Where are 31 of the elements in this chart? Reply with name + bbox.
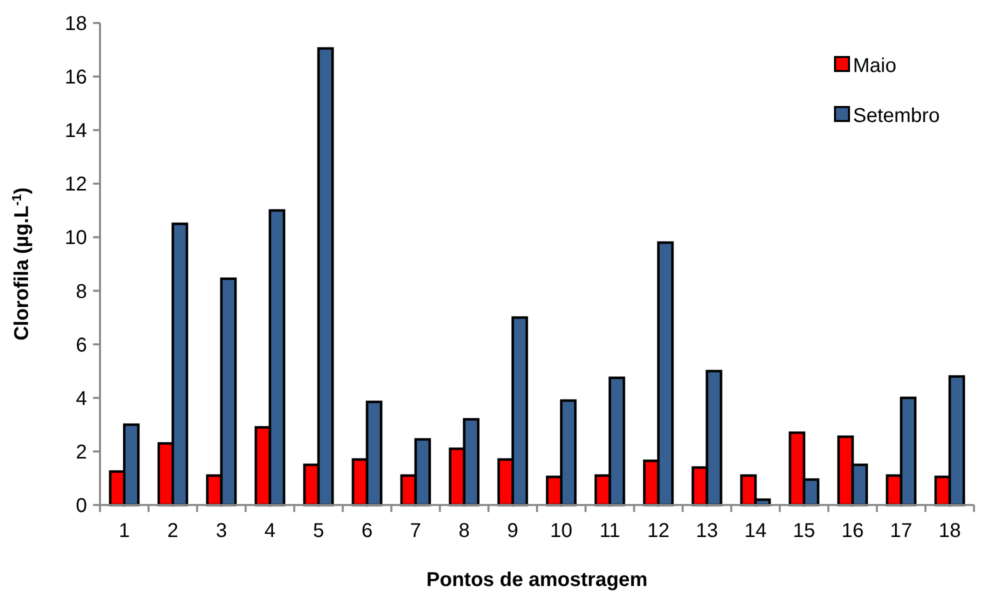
x-tick-label: 15 [792,520,816,542]
x-tick-label: 13 [696,520,718,542]
y-tick-label: 14 [64,120,87,142]
x-tick-label: 11 [599,520,620,542]
x-tick-label: 1 [118,520,130,542]
x-axis-title: Pontos de amostragem [426,569,648,591]
x-tick-label: 9 [507,520,518,542]
y-tick-label: 8 [76,280,87,303]
y-tick-label: 2 [76,441,87,464]
legend-label: Setembro [853,105,940,127]
y-tick-label: 12 [64,174,87,196]
x-tick-label: 4 [264,520,276,542]
x-tick-label: 10 [550,520,572,542]
y-tick-label: 6 [76,334,87,356]
y-tick-label: 10 [64,227,87,250]
y-tick-label: 4 [76,388,87,410]
x-tick-label: 18 [938,520,961,542]
x-tick-label: 17 [890,520,912,542]
x-tick-label: 3 [216,520,227,542]
x-tick-label: 5 [312,520,324,542]
y-tick-label: 0 [76,495,87,517]
x-tick-label: 7 [410,520,422,542]
x-tick-label: 8 [458,520,470,542]
x-tick-label: 6 [361,520,373,542]
legend-label: Maio [853,55,896,77]
y-tick-label: 16 [64,66,87,89]
x-tick-label: 16 [841,520,864,542]
x-tick-label: 12 [647,520,670,542]
x-tick-label: 2 [167,520,178,542]
y-tick-label: 18 [64,13,87,35]
x-tick-label: 14 [744,520,767,542]
